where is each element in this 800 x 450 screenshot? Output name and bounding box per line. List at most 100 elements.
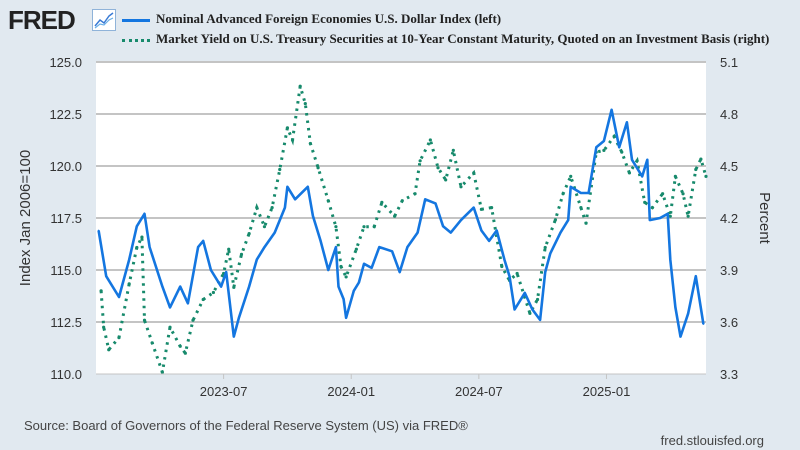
index-point [480, 229, 483, 232]
yield-point [602, 148, 606, 152]
fred-logo[interactable]: FRED [8, 5, 76, 35]
yield-point [627, 171, 632, 175]
index-point [378, 246, 381, 248]
index-point [197, 246, 199, 248]
yield-point [339, 264, 343, 269]
index-point [238, 317, 240, 319]
index-point [567, 219, 569, 221]
y-left-tick-label: 120.0 [49, 159, 82, 174]
yield-point [584, 221, 588, 225]
yield-point [579, 206, 583, 210]
index-point [416, 231, 419, 234]
y-left-tick-label: 117.5 [50, 211, 82, 226]
index-point [449, 231, 452, 234]
index-point [286, 186, 289, 188]
index-point [255, 258, 258, 261]
index-point [337, 285, 340, 288]
yield-point [451, 148, 455, 152]
yield-point [354, 247, 358, 251]
yield-point [612, 134, 616, 139]
index-point [143, 213, 146, 215]
index-point [358, 281, 360, 284]
yield-point [255, 206, 259, 210]
yield-point [479, 207, 483, 211]
index-point [580, 192, 582, 194]
index-point [610, 109, 613, 111]
index-point [460, 219, 462, 221]
index-point [659, 217, 661, 219]
yield-point [694, 167, 698, 172]
index-point [179, 285, 182, 288]
y-right-tick-label: 3.9 [720, 263, 738, 278]
yield-point [620, 150, 624, 154]
index-point [669, 258, 672, 261]
yield-point [160, 370, 164, 374]
x-tick-label: 2024-07 [455, 384, 503, 399]
yield-point [686, 214, 690, 218]
legend-item-yield: Market Yield on U.S. Treasury Securities… [122, 31, 769, 47]
y-left-label: Index Jan 2006=100 [17, 150, 34, 286]
yield-point [290, 138, 295, 142]
yield-point [191, 318, 195, 322]
y-right-tick-label: 4.2 [720, 211, 738, 226]
index-point [424, 198, 427, 201]
yield-point [227, 247, 231, 251]
y-left-tick-label: 112.5 [50, 315, 82, 330]
index-point [284, 206, 286, 209]
yield-point [344, 275, 348, 279]
index-point [503, 258, 506, 261]
yield-point [142, 318, 147, 322]
index-point [312, 215, 314, 217]
yield-point [334, 225, 338, 229]
yield-point [393, 214, 397, 218]
index-point [128, 258, 130, 261]
yield-point [661, 192, 665, 196]
yield-point [444, 178, 448, 182]
yield-point [528, 311, 532, 315]
y-right-tick-label: 4.8 [720, 107, 738, 122]
y-right-label: Percent [756, 192, 773, 245]
yield-point [201, 297, 205, 302]
yield-point [150, 341, 154, 345]
yield-point [303, 102, 307, 106]
index-point [513, 308, 516, 311]
index-point [641, 175, 643, 178]
index-point [161, 285, 164, 288]
yield-point [635, 159, 639, 163]
yield-point [135, 245, 139, 250]
yield-point [178, 344, 182, 348]
fred-url-link[interactable]: fred.stlouisfed.org [660, 433, 764, 448]
yield-point [362, 225, 366, 229]
yield-point [127, 282, 131, 286]
y-left-tick-label: 115.0 [50, 263, 82, 278]
y-right-tick-label: 4.5 [720, 159, 738, 174]
index-point [345, 317, 347, 319]
yield-point [316, 166, 320, 170]
legend-label: Market Yield on U.S. Treasury Securities… [156, 31, 770, 46]
legend-item-index: Nominal Advanced Foreign Economies U.S. … [122, 11, 501, 27]
legend-solid-line-icon [122, 18, 150, 22]
yield-point [704, 174, 708, 178]
index-point [495, 229, 498, 232]
legend-dotted-line-icon [122, 38, 150, 42]
index-point [488, 240, 490, 242]
index-point [603, 140, 605, 142]
index-point [618, 146, 621, 149]
yield-point [490, 206, 494, 210]
x-tick-label: 2023-07 [200, 384, 248, 399]
index-point [335, 246, 337, 248]
x-tick-label: 2025-01 [583, 384, 631, 399]
index-point [307, 186, 309, 188]
index-point [531, 308, 534, 311]
index-point [646, 158, 649, 161]
yield-point [168, 325, 172, 329]
yield-point [278, 167, 282, 172]
index-point [569, 186, 572, 188]
index-point [595, 146, 598, 149]
index-point [105, 275, 108, 278]
yield-point [436, 166, 440, 170]
yield-point [107, 348, 111, 352]
index-point [220, 285, 222, 288]
yield-point [681, 192, 685, 196]
yield-point [428, 138, 432, 142]
